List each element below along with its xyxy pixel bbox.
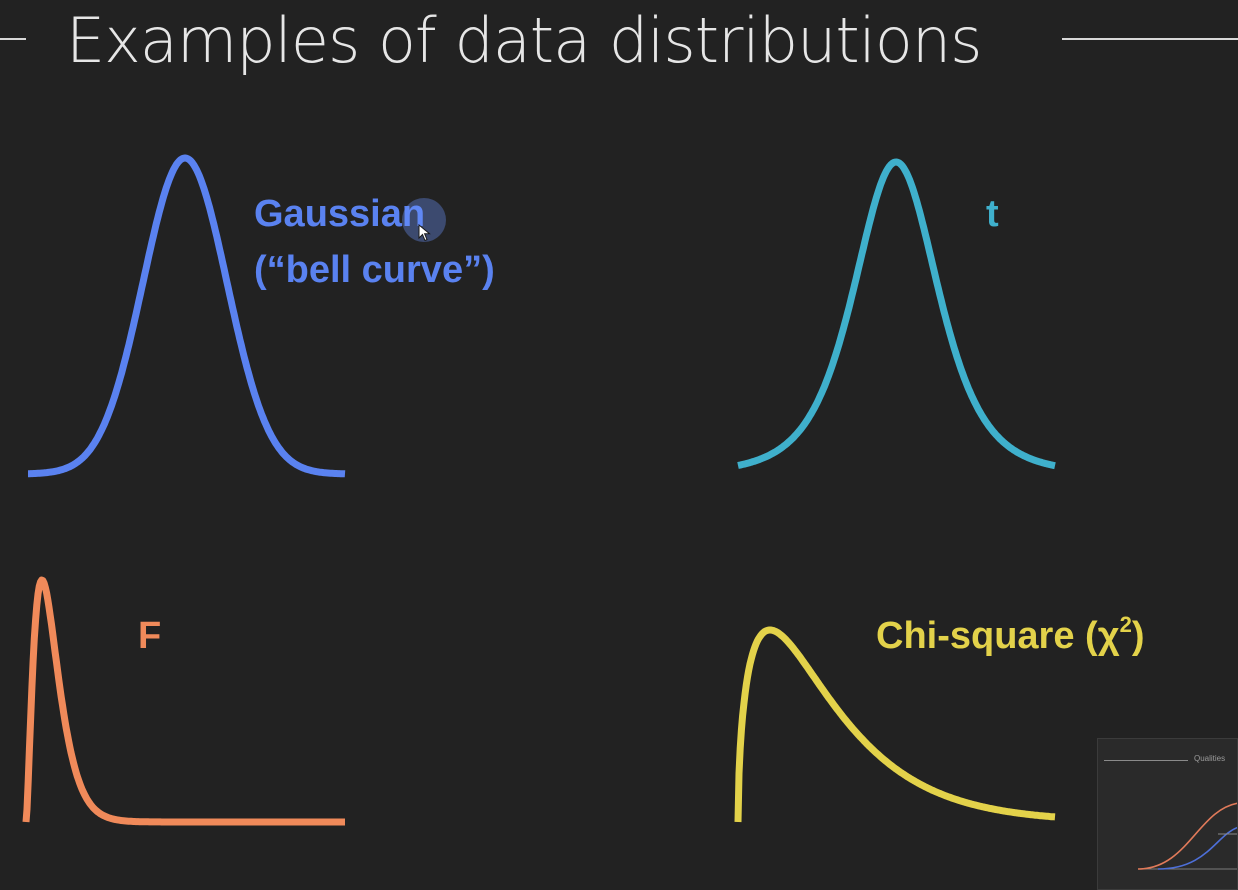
thumbnail-curve-orange xyxy=(1137,802,1237,870)
gaussian-curve xyxy=(25,154,348,478)
t-curve xyxy=(735,158,1058,470)
mouse-cursor-icon xyxy=(418,224,431,242)
chi-square-label: Chi-square (χ2) xyxy=(876,608,1144,664)
thumbnail-curve-blue xyxy=(1157,826,1237,870)
gaussian-label-line-2: (“bell curve”) xyxy=(254,249,495,291)
chi-square-curve xyxy=(734,626,1058,823)
next-slide-thumbnail[interactable]: Qualities xyxy=(1097,738,1238,890)
f-label: F xyxy=(138,615,162,657)
gaussian-label-line-1: Gaussian xyxy=(254,193,426,235)
f-curve xyxy=(22,576,348,826)
title-rule-left xyxy=(0,38,26,40)
page-title: Examples of data distributions xyxy=(66,4,982,77)
chi-square-label-text: Chi-square (χ xyxy=(876,615,1120,657)
chi-square-label-close: ) xyxy=(1131,615,1145,657)
t-label: t xyxy=(986,193,999,235)
thumbnail-title: Qualities xyxy=(1194,754,1226,763)
chi-square-superscript: 2 xyxy=(1119,612,1132,637)
gaussian-label: Gaussian (“bell curve”) xyxy=(254,186,495,298)
thumbnail-title-rule xyxy=(1104,760,1188,761)
thumbnail-plot xyxy=(1137,802,1237,870)
title-rule-right xyxy=(1062,38,1238,40)
